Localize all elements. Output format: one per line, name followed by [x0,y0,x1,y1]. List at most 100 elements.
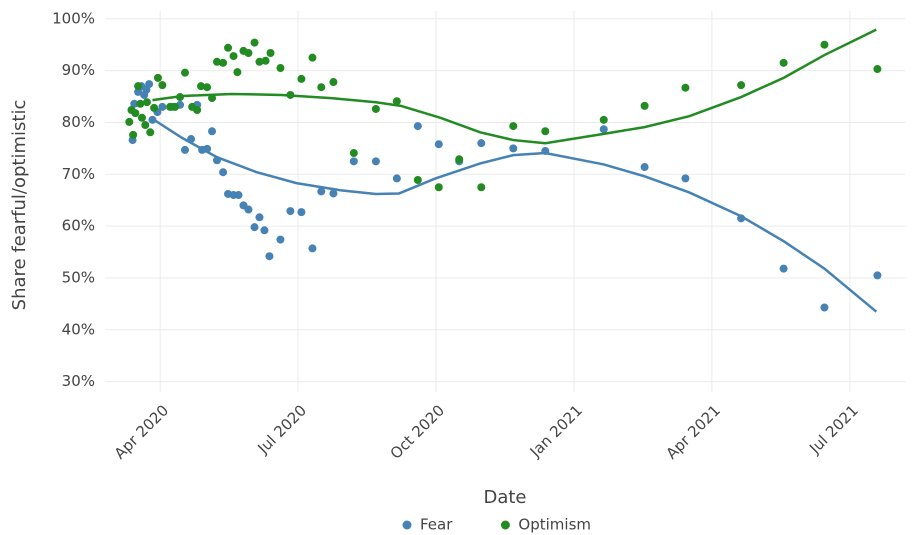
point [329,189,338,198]
point [208,94,217,103]
x-tick-label: Jul 2020 [254,401,311,458]
legend-label: Fear [420,516,453,534]
point [297,208,306,217]
point [208,127,217,136]
point [130,99,139,108]
x-tick-label: Apr 2021 [662,401,723,462]
point [392,174,401,183]
point [229,52,238,61]
point [181,68,189,77]
point [779,264,788,273]
y-axis-label: Share fearful/optimistic [9,100,30,311]
point [158,102,167,111]
point [250,223,259,232]
point [137,113,146,122]
point [737,214,746,223]
point [153,73,162,82]
point [255,57,264,66]
point [681,83,690,92]
y-tick-label: 50% [62,268,95,286]
point [276,64,285,73]
point [142,98,151,107]
point [737,81,746,90]
y-tick-label: 70% [62,165,95,183]
point [197,82,205,91]
point [260,226,269,235]
point [203,83,212,92]
point [541,127,550,136]
point [779,58,788,67]
y-tick-label: 100% [52,9,95,27]
y-tick-label: 30% [62,372,95,390]
point [349,149,358,158]
point [141,121,150,130]
point [219,168,228,177]
point [244,205,253,214]
point [129,130,138,139]
point [244,48,253,57]
point [820,303,829,312]
point [477,183,486,192]
legend-marker [500,520,510,530]
point [820,40,829,49]
point [148,115,157,124]
legend-label: Optimism [518,516,591,534]
point [131,109,140,118]
point [455,155,464,164]
y-tick-label: 40% [62,320,95,338]
point [261,56,270,65]
point [477,139,486,148]
point [187,135,196,144]
point [266,48,275,57]
point [392,97,401,106]
point [146,128,155,137]
y-tick-label: 60% [62,217,95,235]
point [181,145,189,154]
point [171,102,180,111]
point [434,140,443,149]
point [150,103,159,112]
point [219,58,228,67]
point [250,38,259,47]
point [265,252,274,261]
x-tick-label: Jul 2021 [805,401,862,458]
point [308,53,317,62]
point [681,174,690,183]
point [234,191,243,200]
y-tick-label: 90% [62,61,95,79]
point [599,125,608,134]
point [286,90,295,99]
point [176,93,185,102]
point [329,78,338,87]
point [134,82,143,91]
point [541,146,550,155]
point [413,122,422,131]
point [371,157,380,166]
y-tick-label: 80% [62,113,95,131]
point [509,122,518,131]
point [349,157,358,166]
x-tick-label: Jan 2021 [526,401,586,461]
x-tick-label: Apr 2020 [111,401,172,462]
point [145,80,154,89]
point [193,106,202,115]
point [317,83,326,92]
legend-marker [402,520,412,530]
point [371,104,380,113]
point [136,99,145,108]
point [158,81,167,90]
point [213,57,221,66]
point [125,117,134,126]
point [308,244,317,253]
point [233,68,242,77]
point [276,235,285,244]
point [317,187,326,196]
point [509,144,518,153]
point [213,156,221,165]
point [640,101,649,110]
point [873,271,882,280]
trend-line [152,28,877,145]
x-tick-label: Oct 2020 [387,401,448,462]
point [599,115,608,124]
